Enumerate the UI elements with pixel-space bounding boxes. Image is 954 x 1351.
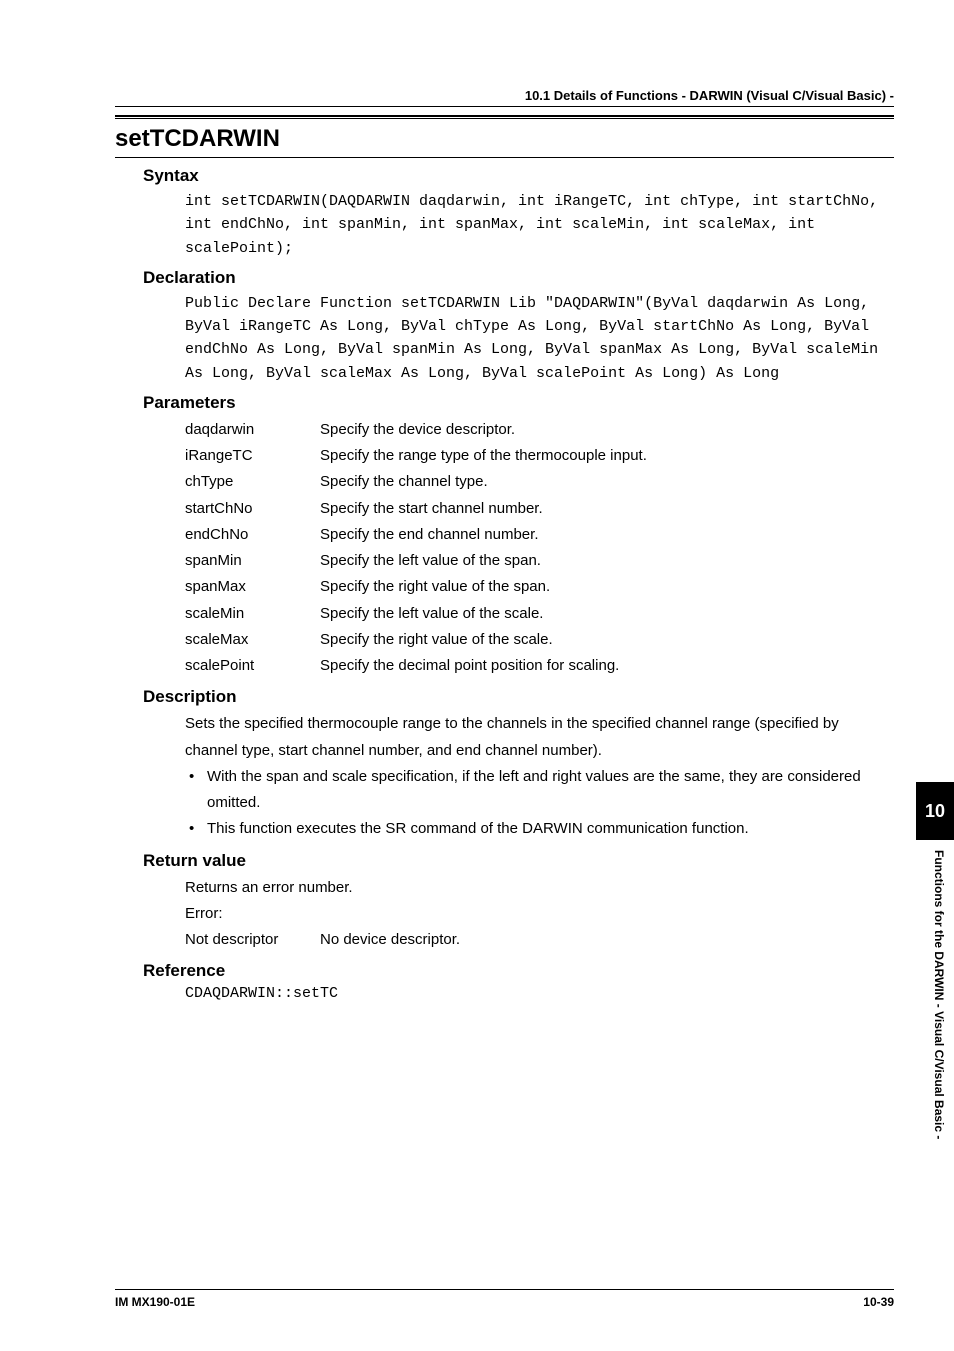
param-desc: Specify the right value of the span. [320,574,894,600]
section-parameters: Parameters [143,393,894,413]
return-error-row: Not descriptor No device descriptor. [185,927,894,953]
declaration-code: Public Declare Function setTCDARWIN Lib … [185,292,884,385]
param-row: scalePointSpecify the decimal point posi… [185,653,894,679]
chapter-caption: Functions for the DARWIN - Visual C/Visu… [924,850,946,1250]
section-syntax: Syntax [143,166,894,186]
param-name: spanMax [185,574,320,600]
param-row: iRangeTCSpecify the range type of the th… [185,443,894,469]
param-desc: Specify the channel type. [320,469,894,495]
param-row: endChNoSpecify the end channel number. [185,522,894,548]
param-name: scaleMax [185,627,320,653]
section-declaration: Declaration [143,268,894,288]
param-row: scaleMinSpecify the left value of the sc… [185,601,894,627]
param-name: daqdarwin [185,417,320,443]
param-name: iRangeTC [185,443,320,469]
page-footer: IM MX190-01E 10-39 [115,1289,894,1309]
chapter-number: 10 [925,801,945,822]
function-title: setTCDARWIN [115,125,894,153]
return-line: Returns an error number. [185,875,884,901]
return-error-desc: No device descriptor. [320,927,460,953]
param-desc: Specify the left value of the scale. [320,601,894,627]
param-row: chTypeSpecify the channel type. [185,469,894,495]
reference-code: CDAQDARWIN::setTC [185,985,894,1002]
footer-right: 10-39 [863,1295,894,1309]
param-desc: Specify the device descriptor. [320,417,894,443]
return-error-label: Not descriptor [185,927,320,953]
param-row: daqdarwinSpecify the device descriptor. [185,417,894,443]
parameters-table: daqdarwinSpecify the device descriptor. … [185,417,894,680]
param-desc: Specify the right value of the scale. [320,627,894,653]
subtitle-rule [115,157,894,158]
return-error-heading: Error: [185,901,884,927]
description-bullet: This function executes the SR command of… [185,816,884,842]
param-name: endChNo [185,522,320,548]
param-name: scalePoint [185,653,320,679]
param-row: spanMinSpecify the left value of the spa… [185,548,894,574]
section-return: Return value [143,851,894,871]
param-desc: Specify the start channel number. [320,496,894,522]
section-reference: Reference [143,961,894,981]
description-bullets: With the span and scale specification, i… [185,764,884,843]
title-rule [115,115,894,119]
param-desc: Specify the decimal point position for s… [320,653,894,679]
param-row: scaleMaxSpecify the right value of the s… [185,627,894,653]
footer-left: IM MX190-01E [115,1295,195,1309]
param-desc: Specify the range type of the thermocoup… [320,443,894,469]
description-lead: Sets the specified thermocouple range to… [185,711,884,764]
breadcrumb: 10.1 Details of Functions - DARWIN (Visu… [525,88,894,103]
page-header: 10.1 Details of Functions - DARWIN (Visu… [115,88,894,107]
param-name: chType [185,469,320,495]
content-area: setTCDARWIN Syntax int setTCDARWIN(DAQDA… [115,115,894,1002]
description-bullet: With the span and scale specification, i… [185,764,884,817]
section-description: Description [143,687,894,707]
param-desc: Specify the left value of the span. [320,548,894,574]
param-name: scaleMin [185,601,320,627]
param-desc: Specify the end channel number. [320,522,894,548]
page: 10.1 Details of Functions - DARWIN (Visu… [0,0,954,1351]
param-name: spanMin [185,548,320,574]
chapter-tab: 10 [916,782,954,840]
param-row: startChNoSpecify the start channel numbe… [185,496,894,522]
syntax-code: int setTCDARWIN(DAQDARWIN daqdarwin, int… [185,190,884,260]
param-name: startChNo [185,496,320,522]
param-row: spanMaxSpecify the right value of the sp… [185,574,894,600]
